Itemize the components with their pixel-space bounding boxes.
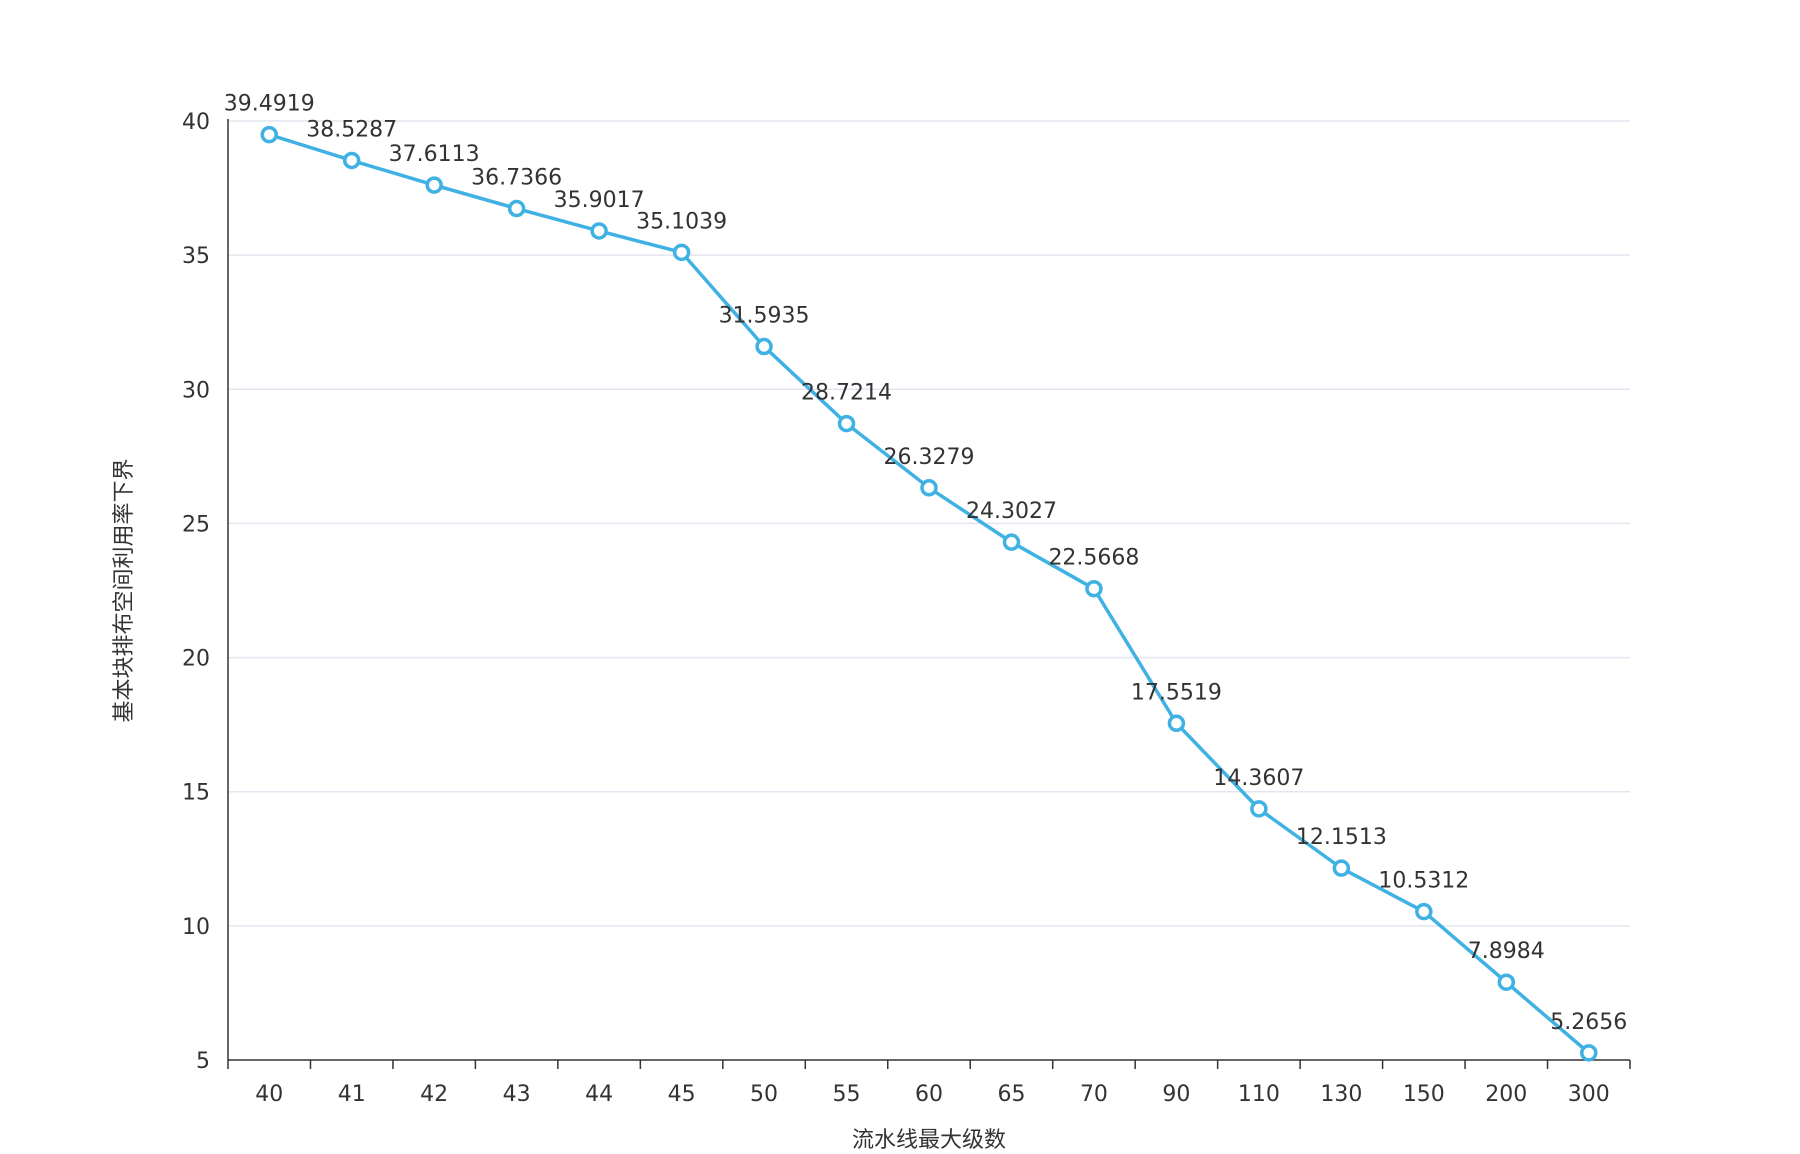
data-label: 26.3279: [884, 445, 975, 470]
x-tick-labels: 40 41 42 43 44 45 50 55 60 65 70 90 110 130 150 200 300: [255, 1082, 1610, 1107]
data-label: 39.4919: [224, 92, 315, 117]
x-tick-label: 50: [750, 1082, 778, 1107]
data-label: 7.8984: [1468, 939, 1545, 964]
data-point: [1415, 902, 1433, 921]
x-tick-label: 55: [833, 1082, 861, 1107]
y-tick-label: 40: [182, 110, 210, 135]
data-label: 28.7214: [801, 381, 892, 406]
y-tick-label: 15: [182, 781, 210, 806]
x-tick-label: 150: [1403, 1082, 1445, 1107]
data-label: 12.1513: [1296, 825, 1387, 850]
y-axis-title: 基本块排布空间利用率下界: [112, 458, 137, 722]
y-tick-label: 35: [182, 244, 210, 269]
x-tick-label: 45: [668, 1082, 696, 1107]
data-point: [1002, 533, 1021, 551]
y-tick-label: 30: [182, 378, 210, 403]
data-point: [920, 479, 938, 497]
x-tick-label: 60: [915, 1082, 943, 1107]
y-tick-label: 20: [182, 647, 210, 672]
data-label: 38.5287: [306, 117, 397, 142]
x-tick-label: 43: [503, 1082, 531, 1107]
data-label: 35.1039: [636, 209, 727, 234]
data-label: 24.3027: [966, 499, 1057, 524]
x-tick-label: 40: [255, 1082, 283, 1107]
data-label: 37.6113: [389, 142, 480, 167]
data-label: 31.5935: [719, 304, 810, 329]
data-point: [507, 199, 526, 218]
x-tick-label: 90: [1162, 1082, 1190, 1107]
data-label: 36.7366: [471, 166, 562, 191]
data-point: [260, 125, 278, 144]
data-label: 10.5312: [1378, 869, 1469, 894]
x-tick-label: 65: [997, 1082, 1025, 1107]
data-point: [1497, 973, 1516, 991]
data-point: [755, 337, 773, 356]
data-points: [260, 125, 1598, 1062]
x-tick-label: 110: [1238, 1082, 1280, 1107]
y-tick-label: 25: [182, 512, 210, 537]
data-label: 14.3607: [1213, 766, 1304, 791]
data-point: [590, 222, 608, 240]
data-point: [1085, 579, 1103, 598]
x-tick-label: 300: [1568, 1082, 1610, 1107]
series-line-path: [268, 132, 1590, 1055]
data-point: [425, 176, 443, 194]
y-tick-label: 10: [182, 915, 210, 940]
axes: [227, 119, 1631, 1069]
series-line: [268, 132, 1590, 1055]
data-label: 35.9017: [554, 188, 645, 213]
data-point: [1332, 859, 1351, 877]
data-point: [342, 151, 361, 170]
x-axis-title: 流水线最大级数: [852, 1128, 1006, 1153]
data-point: [672, 243, 691, 262]
x-tick-label: 42: [420, 1082, 448, 1107]
data-label: 17.5519: [1131, 680, 1222, 705]
x-tick-label: 41: [338, 1082, 366, 1107]
x-tick-label: 70: [1080, 1082, 1108, 1107]
y-tick-labels: 5 10 15 20 25 30 35 40: [182, 110, 210, 1074]
x-tick-label: 130: [1320, 1082, 1362, 1107]
data-point: [1250, 800, 1268, 818]
data-point: [837, 414, 856, 433]
data-labels: 39.491938.528737.611336.736635.901735.10…: [224, 92, 1628, 1035]
data-point: [1580, 1044, 1598, 1062]
y-tick-label: 5: [196, 1049, 210, 1074]
data-point: [1167, 714, 1186, 733]
data-label: 5.2656: [1550, 1010, 1627, 1035]
x-tick-label: 200: [1485, 1082, 1527, 1107]
grid-lines: [228, 120, 1630, 927]
data-label: 22.5668: [1048, 546, 1139, 571]
x-tick-label: 44: [585, 1082, 613, 1107]
